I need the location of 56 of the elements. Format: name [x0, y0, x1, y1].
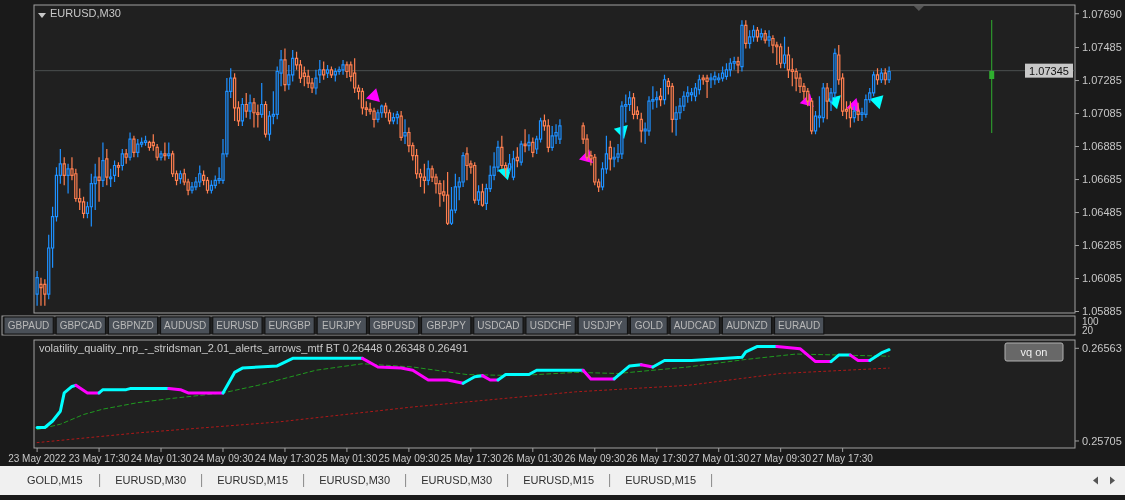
text: AUDNZD [726, 320, 768, 331]
text: EURUSD,M15 [217, 474, 289, 487]
text: GBPCAD [59, 320, 102, 331]
x-tick-label: 23 May 2022 [8, 453, 67, 464]
x-tick-label: 27 May 01:30 [688, 453, 750, 464]
toggle-button: vq on [1004, 342, 1064, 362]
text: GOLD,M15 [26, 474, 83, 487]
x-tick-label: 24 May 01:30 [130, 453, 192, 464]
text: USDJPY [583, 320, 623, 331]
y-tick-label: 1.07485 [1082, 41, 1122, 54]
chart-title: EURUSD,M30 [50, 7, 121, 19]
text: GBPUSD [372, 320, 416, 331]
text: EURUSD,M30 [421, 474, 493, 487]
x-tick-label: 26 May 09:30 [564, 453, 626, 464]
text: EURJPY [322, 320, 362, 331]
category-label: 100 [1082, 315, 1099, 327]
text: EURUSD [216, 320, 259, 331]
chart-title: volatility_quality_nrp_-_stridsman_2.01_alerts_arrows_mtf BT 0.26448 0.26348 0.26491 [39, 342, 469, 354]
x-tick-label: 27 May 09:30 [750, 453, 812, 464]
text: EURUSD,M30 [319, 474, 391, 487]
text: EURAUD [778, 320, 821, 331]
text: USDCAD [477, 320, 520, 331]
x-tick-label: 27 May 17:30 [812, 453, 874, 464]
text: EURGBP [268, 320, 312, 331]
ref-line-label: 1.07345 [1029, 64, 1069, 77]
y-tick-label: 1.06285 [1082, 239, 1122, 252]
y-tick-label: 0.26563 [1082, 342, 1122, 355]
x-tick-label: 26 May 01:30 [502, 453, 564, 464]
text: EURUSD,M30 [115, 474, 187, 487]
text: USDCHF [529, 320, 572, 331]
y-tick-label: 1.06885 [1082, 140, 1122, 153]
y-tick-label: 1.07690 [1082, 7, 1122, 20]
y-tick-label: 0.25705 [1082, 434, 1122, 447]
text: GBPNZD [112, 320, 154, 331]
annotation: vq on [1020, 345, 1048, 358]
category-label: 20 [1082, 324, 1094, 336]
x-tick-label: 24 May 09:30 [192, 453, 254, 464]
x-tick-label: 24 May 17:30 [254, 453, 316, 464]
text: GBPJPY [426, 320, 467, 331]
text: AUDCAD [673, 320, 716, 331]
y-tick-label: 1.06485 [1082, 206, 1122, 219]
y-tick-label: 1.06685 [1082, 173, 1122, 186]
text: EURUSD,M15 [523, 474, 595, 487]
x-tick-label: 23 May 17:30 [68, 453, 130, 464]
x-tick-label: 26 May 17:30 [626, 453, 688, 464]
text: GOLD [634, 320, 663, 331]
y-tick-label: 1.07085 [1082, 107, 1122, 120]
text: EURUSD,M15 [625, 474, 697, 487]
y-tick-label: 1.06085 [1082, 272, 1122, 285]
text: AUDUSD [164, 320, 207, 331]
y-tick-label: 1.07285 [1082, 74, 1122, 87]
x-tick-label: 25 May 09:30 [378, 453, 440, 464]
y-tick-label: 1.05885 [1082, 305, 1122, 318]
x-tick-label: 25 May 17:30 [440, 453, 502, 464]
x-tick-label: 25 May 01:30 [316, 453, 378, 464]
text: GBPAUD [7, 320, 50, 331]
